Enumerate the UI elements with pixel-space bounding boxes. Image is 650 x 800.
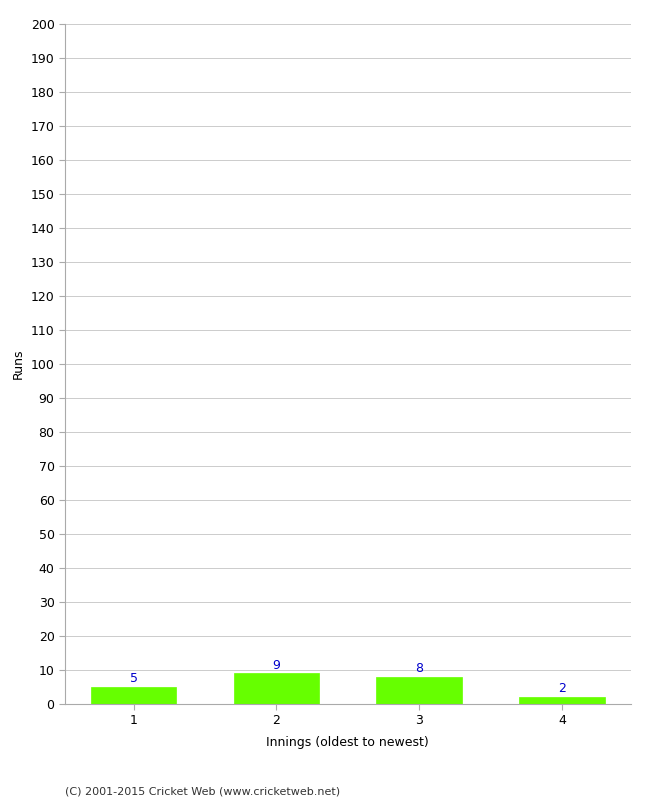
Bar [233,674,319,704]
X-axis label: Innings (oldest to newest): Innings (oldest to newest) [266,736,429,749]
Bar [91,687,176,704]
Text: 2: 2 [558,682,566,695]
Text: 5: 5 [129,672,138,686]
Bar [376,677,462,704]
Text: (C) 2001-2015 Cricket Web (www.cricketweb.net): (C) 2001-2015 Cricket Web (www.cricketwe… [65,786,340,796]
Text: 9: 9 [272,658,280,672]
Bar [519,697,604,704]
Y-axis label: Runs: Runs [12,349,25,379]
Text: 8: 8 [415,662,423,675]
